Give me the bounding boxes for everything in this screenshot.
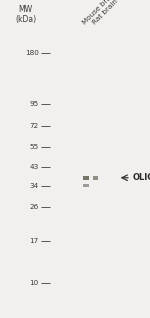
Text: 43: 43: [30, 164, 39, 170]
Bar: [83, 184, 89, 187]
Text: 72: 72: [30, 123, 39, 129]
Text: 180: 180: [25, 50, 39, 56]
Text: Rat brain: Rat brain: [92, 0, 119, 25]
Text: 55: 55: [30, 144, 39, 150]
Text: OLIG2: OLIG2: [132, 173, 150, 182]
Text: 34: 34: [30, 183, 39, 189]
Text: 10: 10: [30, 280, 39, 286]
Text: 26: 26: [30, 204, 39, 210]
Text: 17: 17: [30, 238, 39, 244]
Text: 95: 95: [30, 101, 39, 107]
Bar: [93, 176, 98, 180]
Bar: [83, 176, 89, 180]
Text: MW
(kDa): MW (kDa): [15, 4, 36, 24]
Text: Mouse brain: Mouse brain: [82, 0, 117, 25]
